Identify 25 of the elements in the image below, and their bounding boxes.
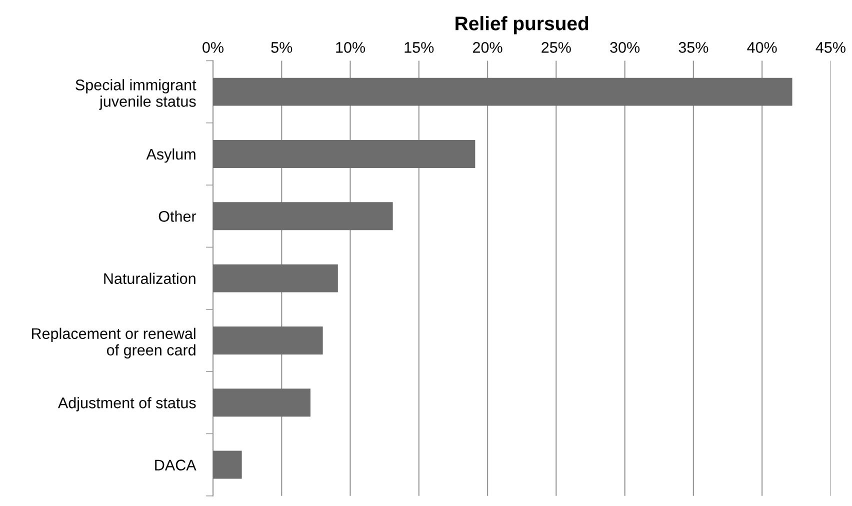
x-tick-label: 35% xyxy=(678,42,708,53)
x-tick-label: 10% xyxy=(336,42,366,53)
bar xyxy=(213,78,792,106)
x-tick-label: 5% xyxy=(271,42,292,53)
x-tick-label: 40% xyxy=(747,42,777,53)
bar xyxy=(213,202,393,230)
x-tick-label: 25% xyxy=(542,42,571,53)
y-tick-label: Replacement or renewal of green card xyxy=(32,328,196,359)
chart-title: Relief pursued xyxy=(456,16,588,34)
y-tick-label: Other xyxy=(158,210,196,222)
bar xyxy=(213,140,476,168)
y-tick-label: Special immigrant juvenile status xyxy=(76,79,196,110)
x-tick-label: 45% xyxy=(816,42,846,53)
y-tick-label: Adjustment of status xyxy=(58,397,196,412)
x-tick-label: 30% xyxy=(610,42,640,53)
x-tick-label: 0% xyxy=(202,42,224,53)
bar xyxy=(213,264,338,292)
x-tick-label: 15% xyxy=(404,42,434,53)
x-tick-label: 20% xyxy=(473,42,502,53)
y-tick-label: Asylum xyxy=(146,148,196,163)
y-tick-label: DACA xyxy=(155,460,196,470)
bar xyxy=(213,450,242,479)
bar xyxy=(213,388,310,417)
y-tick-label: Naturalization xyxy=(104,272,196,284)
bar xyxy=(213,326,323,354)
